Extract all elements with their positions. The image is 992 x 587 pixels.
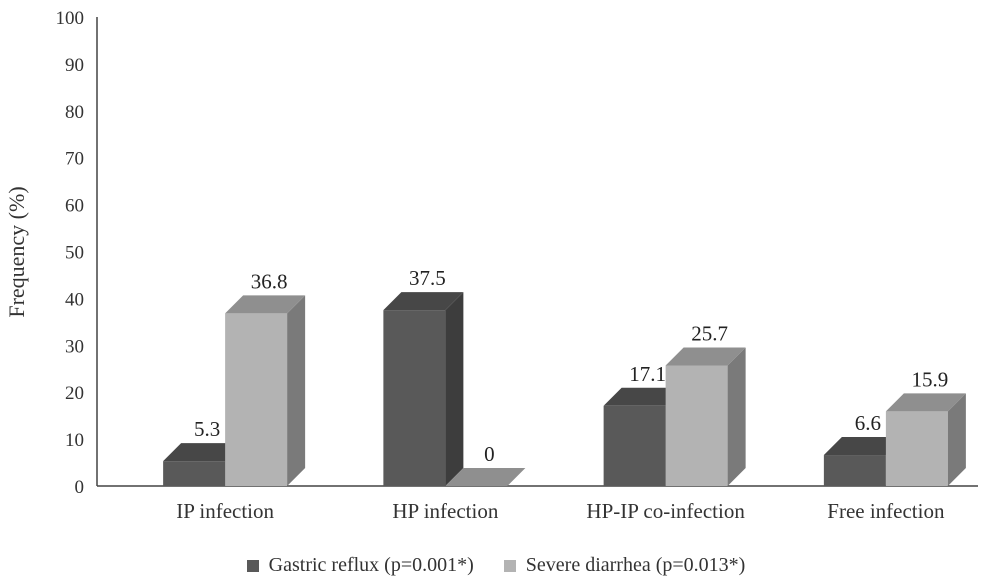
bar-top [445, 468, 526, 486]
bar-top [225, 295, 306, 314]
data-label-gastric-reflux-hp-infection: 37.5 [409, 266, 446, 290]
bar-severe-diarrhea-ip-infection [225, 295, 306, 486]
y-axis-label: Frequency (%) [4, 186, 29, 317]
data-label-gastric-reflux-hp-ip-co-infection: 17.1 [629, 362, 666, 386]
data-label-gastric-reflux-ip-infection: 5.3 [194, 417, 220, 441]
bar-top [665, 347, 746, 366]
y-tick-label-40: 40 [65, 289, 84, 310]
bar-front [603, 405, 666, 486]
bar-front [665, 365, 728, 486]
bar-top [383, 292, 464, 311]
y-tick-labels: 0 10 20 30 40 50 60 70 80 90 100 [56, 8, 85, 498]
bar-top [163, 443, 244, 462]
category-label-hp-infection: HP infection [392, 499, 498, 523]
y-tick-label-90: 90 [65, 55, 84, 76]
legend-label-gastric-reflux: Gastric reflux (p=0.001*) [268, 554, 474, 576]
bar-top [823, 437, 904, 456]
data-label-gastric-reflux-free-infection: 6.6 [855, 411, 881, 435]
bar-side [287, 295, 306, 486]
y-tick-label-80: 80 [65, 102, 84, 123]
bar-front [823, 455, 886, 486]
legend-label-severe-diarrhea: Severe diarrhea (p=0.013*) [525, 554, 746, 576]
y-tick-label-10: 10 [65, 430, 84, 451]
legend-swatch-severe-diarrhea [503, 559, 516, 572]
y-tick-label-0: 0 [75, 477, 85, 498]
y-tick-label-60: 60 [65, 196, 84, 217]
data-label-severe-diarrhea-free-infection: 15.9 [912, 367, 949, 391]
bar-front [885, 411, 948, 486]
bar-severe-diarrhea-hp-infection [445, 468, 526, 486]
bar-gastric-reflux-hp-infection [383, 292, 464, 486]
data-label-severe-diarrhea-ip-infection: 36.8 [251, 269, 288, 293]
bar-top [885, 393, 966, 412]
legend: Gastric reflux (p=0.001*) Severe diarrhe… [0, 554, 992, 577]
category-label-ip-infection: IP infection [176, 499, 274, 523]
bar-side [727, 347, 746, 486]
data-label-severe-diarrhea-hp-ip-co-infection: 25.7 [691, 321, 728, 345]
y-tick-label-20: 20 [65, 383, 84, 404]
bar-front [225, 313, 288, 486]
y-tick-label-30: 30 [65, 336, 84, 357]
y-tick-label-100: 100 [56, 8, 85, 29]
bars [163, 292, 966, 486]
bar-top [603, 387, 684, 406]
bar-front [383, 310, 446, 486]
legend-item-gastric-reflux: Gastric reflux (p=0.001*) [246, 554, 474, 577]
legend-swatch-gastric-reflux [246, 559, 259, 572]
category-label-free-infection: Free infection [827, 499, 945, 523]
data-labels: 5.3 36.8 37.5 0 17.1 25.7 6.6 15.9 [194, 266, 948, 466]
data-label-severe-diarrhea-hp-infection: 0 [484, 442, 495, 466]
legend-item-severe-diarrhea: Severe diarrhea (p=0.013*) [503, 554, 746, 577]
y-tick-label-50: 50 [65, 243, 84, 264]
bar-side [445, 292, 464, 486]
bar-severe-diarrhea-hp-ip-co-infection [665, 347, 746, 486]
category-label-hp-ip-co-infection: HP-IP co-infection [586, 499, 745, 523]
category-labels: IP infection HP infection HP-IP co-infecti… [176, 499, 945, 523]
bar-severe-diarrhea-free-infection [885, 393, 966, 486]
bar-front [163, 461, 226, 486]
y-tick-label-70: 70 [65, 149, 84, 170]
bar-side [947, 393, 966, 486]
